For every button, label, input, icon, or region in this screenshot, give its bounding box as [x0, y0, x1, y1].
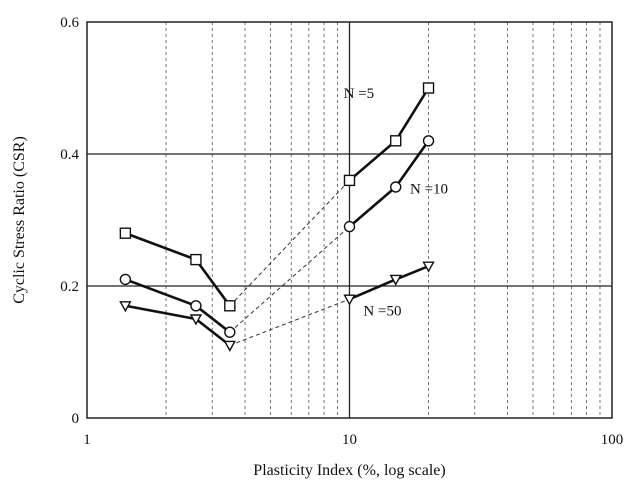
- triangle-marker: [223, 340, 237, 352]
- y-tick-label: 0: [72, 411, 80, 427]
- square-marker: [119, 227, 132, 239]
- circle-marker: [422, 135, 435, 147]
- x-tick-labels: 1 10 100: [83, 432, 623, 448]
- x-tick-label: 1: [83, 432, 91, 448]
- series-square: [119, 82, 435, 312]
- x-tick-label: 100: [601, 432, 624, 448]
- circle-marker: [343, 220, 356, 233]
- series-line: [348, 264, 430, 301]
- y-tick-labels: 0 0.2 0.4 0.6: [60, 15, 79, 427]
- y-axis-title: Cyclic Stress Ratio (CSR): [11, 136, 28, 304]
- plot-area-frame: [86, 21, 613, 419]
- series-line: [124, 278, 231, 334]
- annotations: N =5 N =10 N =50: [344, 86, 448, 320]
- triangle-marker: [389, 274, 402, 286]
- circle-marker: [224, 326, 236, 338]
- dashed-connector: [229, 226, 350, 333]
- series-line: [125, 304, 231, 347]
- circle-marker: [119, 273, 132, 286]
- y-tick-label: 0.6: [60, 15, 79, 31]
- circle-marker: [190, 300, 202, 312]
- y-tick-label: 0.2: [60, 279, 79, 295]
- square-marker: [422, 82, 435, 94]
- triangle-marker: [343, 294, 356, 306]
- y-tick-label: 0.4: [60, 147, 79, 163]
- series-line: [124, 231, 231, 307]
- x-tick-label: 10: [342, 432, 357, 448]
- series-circle: [119, 135, 435, 338]
- square-marker: [190, 253, 202, 266]
- grid: [87, 22, 612, 418]
- annotation-n10: N =10: [410, 182, 448, 198]
- dashed-connectors: [229, 180, 350, 346]
- triangle-marker: [119, 301, 132, 313]
- square-marker: [390, 135, 402, 147]
- triangle-marker: [422, 261, 435, 273]
- annotation-n50: N =50: [363, 304, 401, 320]
- square-marker: [343, 174, 356, 187]
- circle-marker: [390, 181, 402, 193]
- series-triangle-down: [119, 261, 435, 352]
- x-axis-title: Plasticity Index (%, log scale): [253, 462, 445, 479]
- annotation-n5: N =5: [344, 86, 375, 102]
- series-group: [119, 82, 435, 352]
- square-marker: [224, 300, 236, 312]
- dashed-connector: [229, 180, 350, 307]
- triangle-marker: [189, 314, 203, 326]
- dashed-connector: [229, 298, 350, 346]
